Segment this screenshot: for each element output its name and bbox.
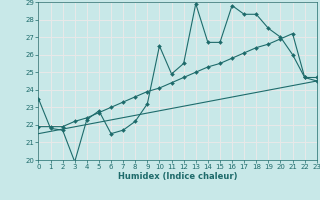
- X-axis label: Humidex (Indice chaleur): Humidex (Indice chaleur): [118, 172, 237, 181]
